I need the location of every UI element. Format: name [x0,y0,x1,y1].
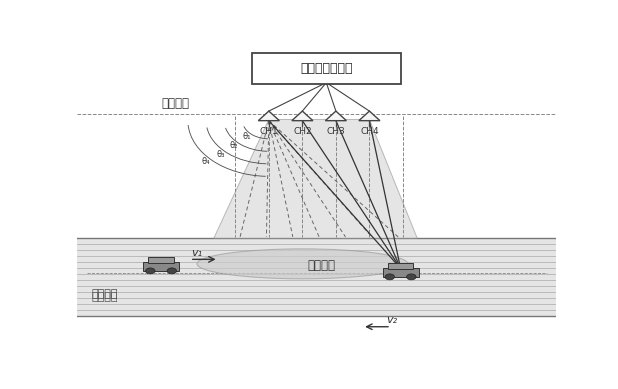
Text: θ₁: θ₁ [242,132,250,141]
Bar [388,263,413,268]
Text: 高速公路: 高速公路 [91,289,118,299]
Circle shape [146,268,155,274]
Text: θ₃: θ₃ [216,149,224,158]
Text: CH3: CH3 [326,127,345,136]
Polygon shape [292,111,313,121]
Polygon shape [325,111,347,121]
Polygon shape [258,111,279,121]
Text: v₁: v₁ [191,248,202,258]
Circle shape [167,268,177,274]
Text: 高速公路: 高速公路 [91,301,118,311]
Text: θ₄: θ₄ [201,157,210,166]
Polygon shape [214,119,417,238]
FancyBboxPatch shape [252,53,400,84]
Text: 感知天线: 感知天线 [161,98,189,110]
Text: CH1: CH1 [260,127,278,136]
Polygon shape [359,111,380,121]
Text: CH4: CH4 [360,127,379,136]
Text: v₂: v₂ [386,315,397,325]
Text: 空地信道探测器: 空地信道探测器 [300,62,352,75]
Text: 高速公路: 高速公路 [91,292,118,302]
Bar [148,258,174,263]
Bar [383,268,418,277]
Text: CH2: CH2 [293,127,311,136]
Ellipse shape [197,249,408,279]
Bar [77,238,556,316]
Circle shape [385,274,394,280]
Text: θ₂: θ₂ [230,141,238,150]
Text: 探测区域: 探测区域 [308,259,336,272]
Bar [143,262,179,271]
Circle shape [407,274,416,280]
